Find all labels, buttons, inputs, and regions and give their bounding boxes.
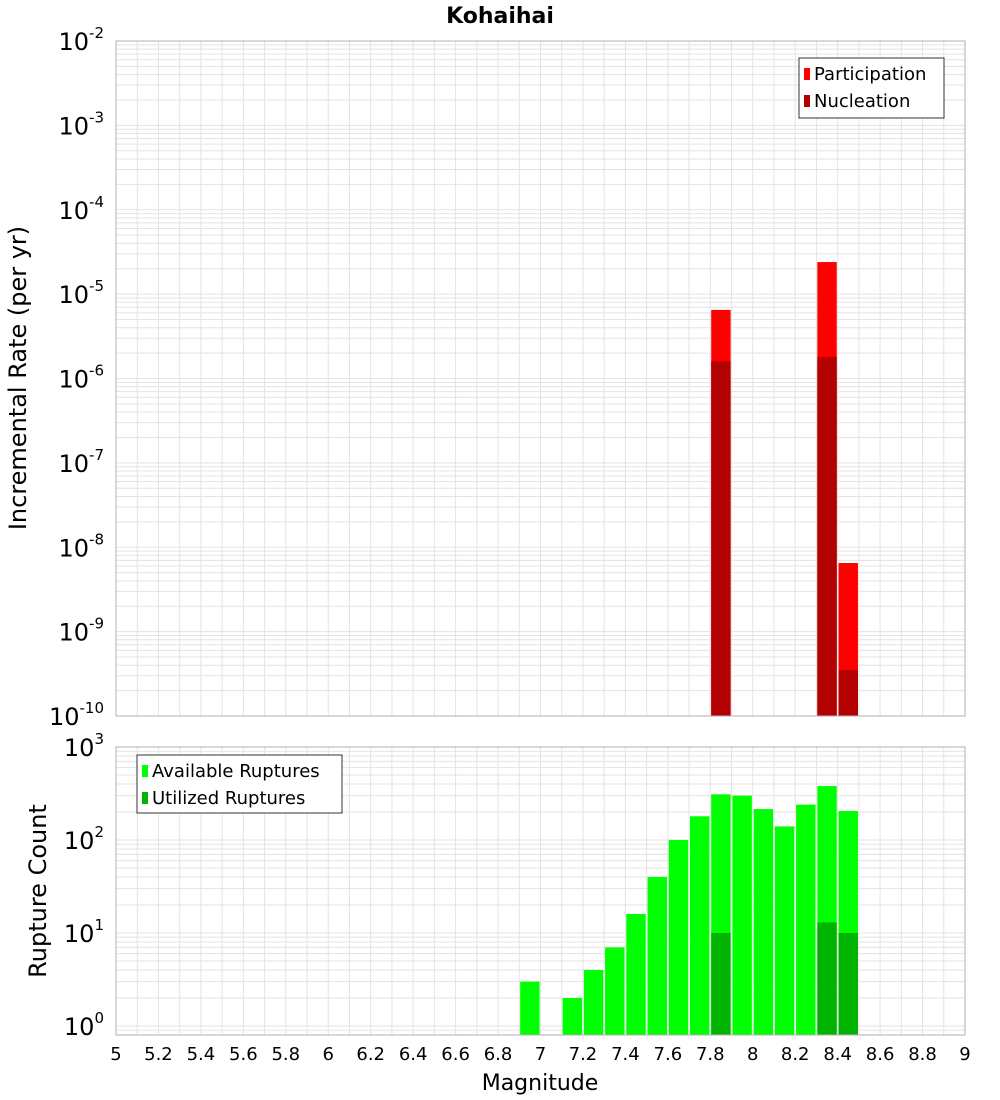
available-ruptures-bar [520, 981, 540, 1035]
top-panel-incremental-rate: 10-2 10-3 10-4 10-5 10-6 10-7 10-8 10-9 10-10 Par… [49, 24, 966, 731]
x-tick-label: 5.4 [187, 1044, 216, 1065]
nucleation-bar [711, 361, 731, 716]
x-tick-label: 7.8 [696, 1044, 725, 1065]
legend-swatch [142, 792, 148, 804]
x-axis-ticks: 5 5.2 5.4 5.6 5.8 6 6.2 6.4 6.6 6.8 7 7.2 7.4 7.6 7.8 8… [110, 1044, 970, 1065]
available-ruptures-bar [732, 795, 752, 1035]
y-tick-label: 10-3 [58, 108, 104, 140]
available-ruptures-bar [774, 826, 795, 1035]
x-tick-label: 6.8 [484, 1044, 513, 1065]
available-ruptures-bar [668, 839, 689, 1035]
plot-frame [115, 40, 966, 717]
y-tick-label: 10-5 [58, 277, 104, 309]
x-tick-label: 8 [747, 1044, 758, 1065]
x-tick-label: 8.2 [781, 1044, 810, 1065]
y-tick-label: 100 [64, 1009, 104, 1041]
utilized-ruptures-bar [711, 932, 731, 1035]
x-axis-label: Magnitude [482, 1071, 599, 1096]
y-tick-label: 102 [64, 823, 104, 855]
x-tick-label: 7 [535, 1044, 546, 1065]
available-ruptures-bar [689, 816, 710, 1035]
y-tick-label: 103 [64, 730, 104, 762]
legend-label: Utilized Ruptures [152, 788, 305, 809]
y-tick-label: 10-9 [58, 615, 104, 647]
x-tick-label: 8.4 [823, 1044, 852, 1065]
legend-swatch [804, 95, 810, 107]
y-tick-label: 10-8 [58, 530, 104, 562]
nucleation-bar [838, 670, 858, 716]
available-ruptures-bar [753, 809, 774, 1035]
x-tick-label: 7.4 [611, 1044, 640, 1065]
legend-label: Available Ruptures [152, 761, 320, 782]
x-tick-label: 8.6 [866, 1044, 895, 1065]
legend-box [136, 754, 343, 814]
bottom-y-axis-label: Rupture Count [24, 804, 52, 978]
bottom-panel-rupture-count: 103 102 101 100 Available Ruptures Utilized R… [64, 730, 966, 1041]
x-tick-label: 6 [323, 1044, 334, 1065]
nucleation-bar [817, 356, 837, 716]
y-tick-label: 101 [64, 916, 104, 948]
x-tick-label: 6.2 [356, 1044, 385, 1065]
y-tick-label: 10-2 [58, 24, 104, 56]
chart-title: Kohaihai [446, 4, 554, 29]
available-ruptures-bar [583, 969, 604, 1035]
x-tick-label: 9 [959, 1044, 970, 1065]
y-tick-label: 10-10 [49, 699, 104, 731]
available-ruptures-bar [562, 997, 583, 1035]
x-tick-label: 6.6 [441, 1044, 470, 1065]
legend-label: Participation [814, 64, 926, 85]
y-tick-label: 10-4 [58, 193, 104, 225]
gridlines [115, 40, 966, 717]
available-ruptures-bar [605, 947, 625, 1035]
available-ruptures-bar [647, 877, 667, 1035]
legend: Participation Nucleation [798, 57, 945, 119]
available-ruptures-bar [796, 804, 816, 1035]
x-tick-label: 7.2 [569, 1044, 598, 1065]
legend: Available Ruptures Utilized Ruptures [136, 754, 343, 814]
x-tick-label: 8.8 [908, 1044, 937, 1065]
legend-swatch [804, 68, 810, 80]
x-tick-label: 7.6 [654, 1044, 683, 1065]
y-tick-label: 10-7 [58, 446, 104, 478]
legend-label: Nucleation [814, 91, 910, 112]
available-ruptures-bar [626, 914, 646, 1035]
x-tick-label: 6.4 [399, 1044, 428, 1065]
plot-frame [115, 746, 966, 1036]
y-tick-label: 10-6 [58, 362, 104, 394]
x-tick-label: 5 [110, 1044, 121, 1065]
top-y-axis-label: Incremental Rate (per yr) [4, 226, 32, 530]
x-tick-label: 5.8 [271, 1044, 300, 1065]
x-tick-label: 5.2 [144, 1044, 173, 1065]
utilized-ruptures-bar [838, 932, 858, 1035]
legend-box [798, 57, 945, 119]
legend-swatch [142, 765, 148, 777]
x-tick-label: 5.6 [229, 1044, 258, 1065]
utilized-ruptures-bar [817, 922, 837, 1035]
